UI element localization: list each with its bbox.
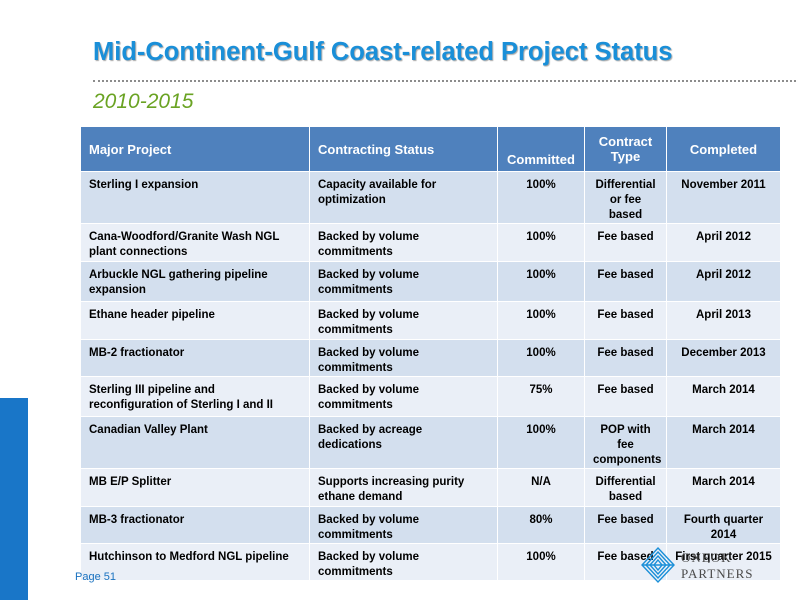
cell-contracting-status: Backed by volume commitments	[309, 261, 498, 302]
cell-completed: November 2011	[666, 171, 781, 224]
cell-contract-type: Differential based	[584, 468, 667, 507]
cell-committed: 100%	[497, 416, 585, 469]
cell-committed: 100%	[497, 223, 585, 262]
cell-major-project: MB E/P Splitter	[80, 468, 310, 507]
cell-committed: 100%	[497, 543, 585, 581]
page-subtitle: 2010-2015	[93, 90, 194, 113]
cell-contracting-status: Backed by volume commitments	[309, 376, 498, 417]
cell-contract-type: POP with fee components	[584, 416, 667, 469]
cell-contract-type: Fee based	[584, 223, 667, 262]
column-header-completed: Completed	[666, 126, 781, 172]
cell-contracting-status: Backed by acreage dedications	[309, 416, 498, 469]
cell-completed: March 2014	[666, 376, 781, 417]
cell-contracting-status: Backed by volume commitments	[309, 301, 498, 340]
cell-contract-type: Fee based	[584, 376, 667, 417]
cell-major-project: Hutchinson to Medford NGL pipeline	[80, 543, 310, 581]
oneok-logo-icon	[641, 546, 675, 584]
cell-contracting-status: Supports increasing purity ethane demand	[309, 468, 498, 507]
cell-contracting-status: Backed by volume commitments	[309, 223, 498, 262]
cell-contract-type: Fee based	[584, 261, 667, 302]
cell-contracting-status: Capacity available for optimization	[309, 171, 498, 224]
cell-committed: 100%	[497, 261, 585, 302]
table-row: MB-3 fractionator Backed by volume commit…	[80, 506, 781, 544]
table-row: Cana-Woodford/Granite Wash NGL plant con…	[80, 223, 781, 262]
cell-committed: 100%	[497, 339, 585, 377]
cell-major-project: Ethane header pipeline	[80, 301, 310, 340]
company-logo: ONEOK PARTNERS	[640, 546, 790, 586]
table-row: Arbuckle NGL gathering pipeline expansio…	[80, 261, 781, 302]
cell-major-project: MB-2 fractionator	[80, 339, 310, 377]
project-status-table: Major Project Contracting Status Committ…	[80, 126, 781, 581]
cell-completed: April 2012	[666, 261, 781, 302]
logo-wordmark: ONEOK PARTNERS	[681, 550, 754, 582]
cell-major-project: Cana-Woodford/Granite Wash NGL plant con…	[80, 223, 310, 262]
cell-major-project: Arbuckle NGL gathering pipeline expansio…	[80, 261, 310, 302]
cell-major-project: MB-3 fractionator	[80, 506, 310, 544]
cell-committed: N/A	[497, 468, 585, 507]
table-row: MB-2 fractionator Backed by volume commit…	[80, 339, 781, 377]
logo-line-1: ONEOK	[681, 550, 732, 565]
cell-contracting-status: Backed by volume commitments	[309, 506, 498, 544]
cell-major-project: Sterling III pipeline and reconfiguratio…	[80, 376, 310, 417]
page-title: Mid-Continent-Gulf Coast-related Project…	[93, 38, 673, 66]
cell-contract-type: Fee based	[584, 339, 667, 377]
cell-committed: 75%	[497, 376, 585, 417]
cell-contract-type: Fee based	[584, 543, 667, 581]
column-header-contracting-status: Contracting Status	[309, 126, 498, 172]
column-header-contract-type: Contract Type	[584, 126, 667, 172]
cell-major-project: Sterling I expansion	[80, 171, 310, 224]
cell-completed: Fourth quarter 2014	[666, 506, 781, 544]
table-row: Canadian Valley Plant Backed by acreage d…	[80, 416, 781, 469]
cell-completed: April 2012	[666, 223, 781, 262]
cell-completed: March 2014	[666, 468, 781, 507]
cell-committed: 100%	[497, 171, 585, 224]
cell-contracting-status: Backed by volume commitments	[309, 339, 498, 377]
logo-line-2: PARTNERS	[681, 566, 754, 581]
cell-contract-type: Fee based	[584, 301, 667, 340]
table-row: Ethane header pipeline Backed by volume c…	[80, 301, 781, 340]
cell-completed: March 2014	[666, 416, 781, 469]
table-row: Hutchinson to Medford NGL pipeline Backed…	[80, 543, 781, 581]
cell-contracting-status: Backed by volume commitments	[309, 543, 498, 581]
side-accent-bar	[0, 398, 28, 600]
cell-committed: 80%	[497, 506, 585, 544]
table-row: Sterling I expansion Capacity available f…	[80, 171, 781, 224]
cell-contract-type: Differential or fee based	[584, 171, 667, 224]
table-row: MB E/P Splitter Supports increasing purit…	[80, 468, 781, 507]
table-header-row: Major Project Contracting Status Committ…	[80, 126, 781, 172]
title-divider	[93, 80, 796, 82]
column-header-committed: Committed	[497, 126, 585, 172]
cell-major-project: Canadian Valley Plant	[80, 416, 310, 469]
cell-completed: First quarter 2015	[666, 543, 781, 581]
cell-completed: December 2013	[666, 339, 781, 377]
cell-completed: April 2013	[666, 301, 781, 340]
page-number: Page 51	[75, 571, 116, 583]
table-row: Sterling III pipeline and reconfiguratio…	[80, 376, 781, 417]
column-header-major-project: Major Project	[80, 126, 310, 172]
cell-committed: 100%	[497, 301, 585, 340]
cell-contract-type: Fee based	[584, 506, 667, 544]
